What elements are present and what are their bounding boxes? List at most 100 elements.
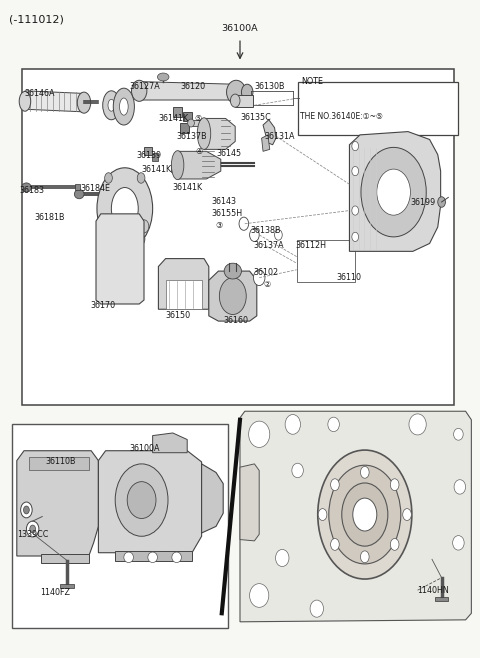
Ellipse shape — [172, 552, 181, 563]
Bar — [22, 69, 454, 405]
Ellipse shape — [241, 84, 253, 100]
Ellipse shape — [224, 263, 241, 279]
Text: 36137B: 36137B — [177, 132, 207, 141]
Ellipse shape — [318, 450, 412, 579]
Polygon shape — [202, 464, 223, 533]
Ellipse shape — [328, 417, 339, 432]
Ellipse shape — [108, 99, 115, 111]
Polygon shape — [166, 280, 202, 309]
Ellipse shape — [124, 552, 133, 563]
Polygon shape — [262, 135, 270, 151]
Bar — [183, 112, 192, 121]
Ellipse shape — [137, 234, 145, 245]
Text: 36137A: 36137A — [253, 241, 284, 250]
Text: THE NO.36140E:①~⑤: THE NO.36140E:①~⑤ — [300, 112, 384, 121]
Polygon shape — [98, 451, 202, 553]
Ellipse shape — [171, 151, 184, 180]
Ellipse shape — [250, 228, 259, 241]
Text: 36141K: 36141K — [158, 114, 189, 123]
Polygon shape — [349, 132, 441, 251]
Polygon shape — [209, 271, 257, 321]
Bar — [173, 107, 182, 117]
Ellipse shape — [352, 232, 359, 241]
Text: 36102: 36102 — [253, 268, 278, 277]
Polygon shape — [153, 433, 187, 453]
Ellipse shape — [139, 220, 149, 233]
Bar — [75, 184, 80, 190]
Text: 36135C: 36135C — [240, 113, 271, 122]
Polygon shape — [263, 120, 276, 145]
Ellipse shape — [453, 536, 464, 550]
Text: ③: ③ — [215, 221, 222, 230]
Text: 36130B: 36130B — [254, 82, 285, 91]
Bar — [171, 164, 178, 172]
Bar — [12, 424, 228, 628]
Text: 36131A: 36131A — [264, 132, 295, 141]
Text: 36145: 36145 — [216, 149, 241, 158]
Polygon shape — [204, 118, 235, 149]
Text: 36138B: 36138B — [251, 226, 281, 235]
Polygon shape — [240, 464, 259, 541]
Ellipse shape — [111, 188, 138, 230]
Text: 36170: 36170 — [90, 301, 115, 311]
Text: ⑤: ⑤ — [194, 114, 201, 123]
Text: 36141K: 36141K — [142, 165, 172, 174]
Ellipse shape — [74, 190, 84, 199]
Ellipse shape — [253, 270, 265, 286]
Text: 36110: 36110 — [336, 273, 361, 282]
Ellipse shape — [105, 172, 112, 183]
Text: 1339CC: 1339CC — [17, 530, 48, 539]
Ellipse shape — [22, 183, 31, 192]
Ellipse shape — [318, 509, 327, 520]
Ellipse shape — [227, 80, 246, 104]
Polygon shape — [178, 151, 221, 179]
Ellipse shape — [115, 464, 168, 536]
Text: ④: ④ — [196, 147, 203, 156]
Text: 36139: 36139 — [137, 151, 162, 160]
Ellipse shape — [197, 118, 211, 149]
Ellipse shape — [454, 428, 463, 440]
Ellipse shape — [352, 166, 359, 176]
Ellipse shape — [230, 94, 240, 107]
Ellipse shape — [360, 551, 369, 563]
Text: 36143: 36143 — [211, 197, 236, 206]
Text: 36184E: 36184E — [81, 184, 110, 193]
Text: 36155H: 36155H — [211, 209, 242, 218]
Ellipse shape — [361, 147, 426, 237]
Ellipse shape — [250, 584, 269, 607]
Text: 36141K: 36141K — [173, 183, 203, 192]
Ellipse shape — [26, 521, 39, 537]
Polygon shape — [96, 214, 144, 304]
Text: 36199: 36199 — [411, 197, 436, 207]
Text: 36150: 36150 — [166, 311, 191, 320]
Ellipse shape — [275, 230, 282, 240]
Text: 36146A: 36146A — [24, 89, 55, 98]
Ellipse shape — [148, 552, 157, 563]
Polygon shape — [29, 457, 89, 470]
Polygon shape — [60, 584, 74, 588]
Ellipse shape — [77, 92, 91, 113]
Ellipse shape — [377, 169, 410, 215]
Ellipse shape — [353, 498, 377, 531]
Text: 36120: 36120 — [180, 82, 205, 91]
Ellipse shape — [390, 538, 399, 550]
Ellipse shape — [30, 525, 36, 533]
Ellipse shape — [137, 172, 145, 183]
Ellipse shape — [403, 509, 411, 520]
Ellipse shape — [127, 482, 156, 519]
Polygon shape — [435, 597, 448, 601]
Ellipse shape — [438, 197, 445, 207]
Ellipse shape — [219, 278, 246, 315]
Ellipse shape — [21, 502, 32, 518]
Ellipse shape — [157, 73, 169, 81]
Text: 36112H: 36112H — [295, 241, 326, 250]
Ellipse shape — [360, 467, 369, 478]
Ellipse shape — [249, 421, 270, 447]
Ellipse shape — [310, 600, 324, 617]
Text: 36183: 36183 — [19, 186, 44, 195]
Bar — [180, 123, 189, 133]
Ellipse shape — [24, 506, 29, 514]
Text: NOTE: NOTE — [301, 77, 324, 86]
Text: 36110B: 36110B — [45, 457, 76, 467]
Ellipse shape — [352, 141, 359, 151]
